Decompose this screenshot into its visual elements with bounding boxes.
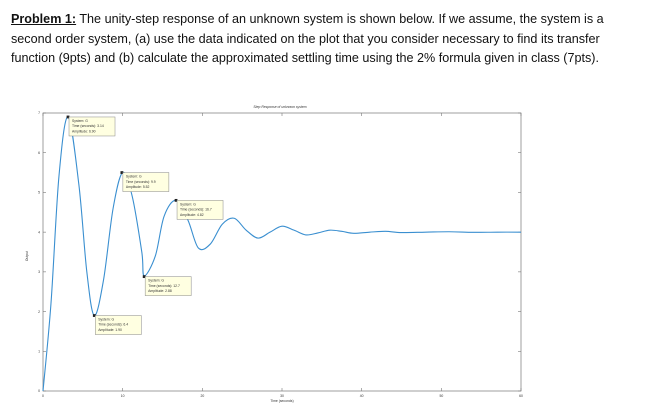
response-line — [42, 116, 522, 392]
datatip-box — [122, 172, 170, 192]
datatip-line: Amplitude: 6.90 — [72, 129, 96, 133]
datatip-line: Amplitude: 2.88 — [148, 289, 172, 293]
datatip-box — [68, 116, 116, 137]
x-axis-label: Time (seconds) — [270, 399, 293, 403]
x-tick-label: 40 — [360, 394, 364, 398]
problem-label: Problem 1: — [11, 12, 77, 26]
datatip-marker — [66, 115, 70, 119]
x-tick-label: 0 — [42, 394, 44, 398]
datatip-box — [176, 200, 224, 220]
datatip-line: Time (seconds): 6.4 — [98, 323, 128, 327]
datatip-line: System: G — [148, 279, 164, 283]
datatip-marker — [92, 314, 96, 317]
datatip-line: Time (seconds): 9.9 — [126, 180, 156, 184]
datatip-box — [144, 276, 192, 296]
datatip-line: Amplitude: 4.82 — [180, 213, 204, 217]
datatip-line: System: G — [72, 119, 88, 123]
y-tick-label: 1 — [38, 349, 40, 353]
datatip-line: Amplitude: 5.52 — [126, 185, 150, 189]
y-tick-label: 2 — [38, 310, 40, 314]
datatip-line: Time (seconds): 12.7 — [148, 284, 180, 288]
datatip-line: System: G — [98, 318, 114, 322]
x-tick-label: 30 — [280, 394, 284, 398]
y-tick-label: 4 — [38, 230, 40, 234]
x-tick-label: 50 — [439, 394, 443, 398]
problem-text: The unity-step response of an unknown sy… — [11, 12, 604, 65]
datatip-marker — [120, 171, 124, 174]
problem-statement: Problem 1: The unity-step response of an… — [11, 10, 641, 69]
axis-ticks: 0 10 20 30 40 50 60 0 1 2 3 4 5 6 7 — [38, 111, 523, 398]
x-tick-label: 60 — [519, 394, 523, 398]
datatip[interactable]: System: G Time (seconds): 16.7Amplitude: … — [174, 198, 224, 220]
plot-frame — [42, 112, 522, 392]
datatip-line: Time (seconds): 3.14 — [72, 124, 104, 128]
y-tick-label: 6 — [38, 151, 40, 155]
datatip-line: System: G — [180, 202, 196, 206]
datatip-line: Time (seconds): 16.7 — [180, 208, 212, 212]
datatip-line: System: G — [126, 175, 142, 179]
step-response-chart: Step Response of unknown system 0 10 20 30 4… — [25, 105, 523, 403]
datatip-box — [95, 315, 142, 335]
datatip-marker — [142, 275, 146, 279]
chart-title: Step Response of unknown system — [253, 105, 306, 109]
x-tick-label: 10 — [121, 394, 125, 398]
y-tick-label: 3 — [38, 270, 40, 274]
y-tick-label: 7 — [38, 111, 40, 115]
y-tick-label: 0 — [38, 389, 40, 393]
y-axis-label: Output — [25, 251, 29, 261]
datatip-line: Amplitude: 1.90 — [98, 328, 122, 332]
y-tick-label: 5 — [38, 191, 40, 195]
x-tick-label: 20 — [200, 394, 204, 398]
datatip-marker — [174, 198, 178, 202]
